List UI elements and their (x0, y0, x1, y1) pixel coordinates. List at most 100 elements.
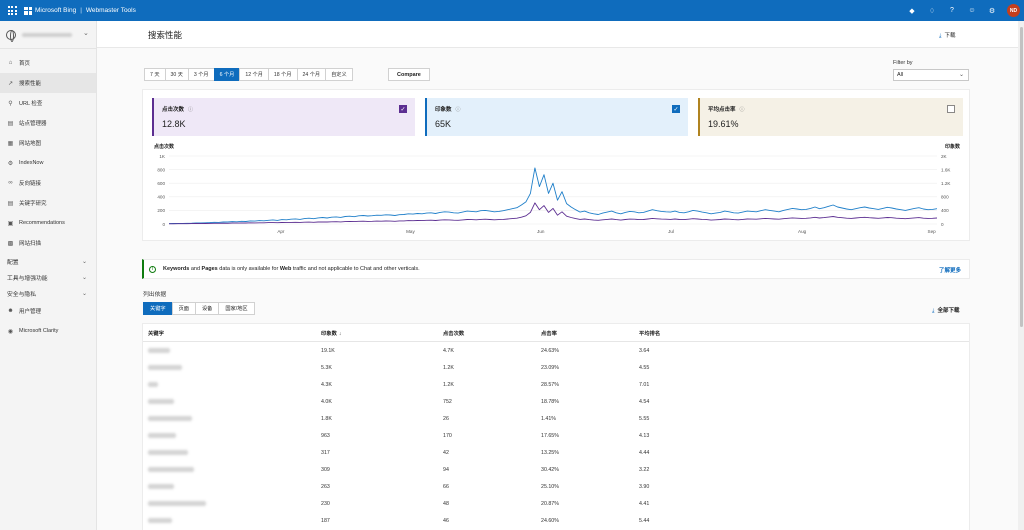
range-12-months[interactable]: 12 个月 (239, 68, 269, 81)
metric-checkbox-ctr[interactable] (947, 105, 955, 113)
cell-ctr: 1.41% (541, 415, 557, 422)
cell-keyword-redacted[interactable] (143, 518, 321, 523)
col-impressions[interactable]: 印象数 ↓ (321, 329, 443, 337)
table-row[interactable]: 230 48 20.87% 4.41 (143, 495, 969, 512)
bell-icon[interactable]: ♢ (928, 7, 936, 15)
info-icon[interactable]: ⓘ (188, 106, 194, 113)
feedback-icon[interactable]: ☺ (968, 7, 976, 14)
cell-keyword-redacted[interactable] (143, 365, 321, 370)
sidebar-item-url-inspection[interactable]: ⚲ URL 检查 (0, 93, 96, 113)
avatar[interactable]: ND (1007, 4, 1020, 17)
filter-dropdown[interactable]: All ⌄ (893, 69, 969, 81)
table-row[interactable]: 263 66 25.10% 3.90 (143, 478, 969, 495)
brand[interactable]: Microsoft Bing | Webmaster Tools (24, 6, 136, 15)
table-row[interactable]: 19.1K 4.7K 24.63% 3.64 (143, 342, 969, 359)
metric-card-ctr[interactable]: 平均点击率 ⓘ 19.61% (698, 98, 963, 136)
tab-keywords[interactable]: 关键字 (143, 302, 173, 315)
sidebar-item-recommendations[interactable]: ▣ Recommendations (0, 213, 96, 233)
sidebar-item-user-management[interactable]: ☻ 用户管理 (0, 301, 96, 321)
table-header: 关键字 印象数 ↓ 点击次数 点击率 平均排名 (143, 324, 969, 342)
cell-keyword-redacted[interactable] (143, 348, 321, 353)
banner-pages: Pages (201, 266, 218, 272)
sidebar-item-home[interactable]: ⌂ 首页 (0, 53, 96, 73)
list-by-label: 列出依据 (143, 292, 167, 298)
learn-more-link[interactable]: 了解更多 (938, 268, 961, 274)
cell-keyword-redacted[interactable] (143, 416, 321, 421)
scrollbar-thumb[interactable] (1019, 27, 1023, 327)
info-icon[interactable]: ⓘ (739, 106, 745, 113)
table-row[interactable]: 1.8K 26 1.41% 5.55 (143, 410, 969, 427)
table-row[interactable]: 309 94 30.42% 3.22 (143, 461, 969, 478)
range-7-days[interactable]: 7 天 (144, 68, 166, 81)
cell-keyword-redacted[interactable] (143, 399, 321, 404)
tab-devices[interactable]: 设备 (194, 302, 220, 315)
banner-keywords: Keywords (163, 266, 190, 272)
range-24-months[interactable]: 24 个月 (296, 68, 327, 81)
sidebar-item-site-scan[interactable]: ▩ 网站扫描 (0, 233, 96, 253)
metric-card-impressions[interactable]: 印象数 ⓘ 65K ✓ (425, 98, 688, 136)
range-30-days[interactable]: 30 天 (164, 68, 189, 81)
download-all-label: 全部下载 (937, 308, 960, 314)
download-icon: ⤓ (939, 33, 942, 39)
cell-keyword-redacted[interactable] (143, 484, 321, 489)
sidebar-group-security[interactable]: 安全与隐私 ⌄ (0, 285, 96, 301)
cell-keyword-redacted[interactable] (143, 467, 321, 472)
settings-icon[interactable]: ⚙ (988, 7, 996, 15)
sidebar-item-keyword-research[interactable]: ▤ 关键字研究 (0, 193, 96, 213)
page-scrollbar[interactable] (1018, 21, 1024, 530)
range-6-months[interactable]: 6 个月 (213, 68, 241, 81)
app-launcher-icon[interactable] (6, 5, 18, 17)
cell-clicks: 4.7K (443, 347, 454, 354)
cell-impressions: 263 (321, 483, 330, 490)
right-tick-label: 2K (941, 154, 948, 159)
sidebar-item-search-performance[interactable]: ↗ 搜索性能 (0, 73, 96, 93)
left-tick-label: 800 (157, 167, 165, 172)
help-icon[interactable]: ? (950, 7, 954, 14)
sort-down-icon: ↓ (338, 330, 342, 337)
range-18-months[interactable]: 18 个月 (267, 68, 298, 81)
cell-ctr: 13.25% (541, 449, 559, 456)
sidebar-item-backlinks[interactable]: ∞ 反向链接 (0, 173, 96, 193)
sidebar-item-site-explorer[interactable]: ▤ 站点管理器 (0, 113, 96, 133)
site-selector[interactable]: ⌄ (0, 21, 96, 49)
table-row[interactable]: 963 170 17.65% 4.13 (143, 427, 969, 444)
sidebar-group-label: 配置 (7, 259, 19, 266)
sidebar-item-clarity[interactable]: ◉ Microsoft Clarity (0, 321, 96, 341)
col-clicks[interactable]: 点击次数 (443, 330, 465, 337)
download-all-button[interactable]: ⤓ 全部下载 (932, 306, 959, 315)
gear-icon: ⚙ (7, 160, 14, 167)
range-custom[interactable]: 自定义 (325, 68, 353, 81)
col-ctr[interactable]: 点击率 (541, 330, 557, 337)
rewards-icon[interactable]: ◆ (909, 7, 915, 15)
cell-keyword-redacted[interactable] (143, 433, 321, 438)
left-tick-label: 400 (157, 195, 165, 200)
col-keyword[interactable]: 关键字 (148, 330, 164, 337)
metric-card-clicks[interactable]: 点击次数 ⓘ 12.8K ✓ (152, 98, 415, 136)
metric-checkbox-clicks[interactable]: ✓ (399, 105, 407, 113)
tab-pages[interactable]: 页面 (171, 302, 196, 315)
download-button[interactable]: ⤓ 下载 (939, 31, 955, 40)
cell-impressions: 317 (321, 449, 330, 456)
right-tick-label: 800 (941, 195, 949, 200)
col-position[interactable]: 平均排名 (639, 330, 661, 337)
info-icon[interactable]: ⓘ (455, 106, 461, 113)
cell-keyword-redacted[interactable] (143, 450, 321, 455)
table-row[interactable]: 5.3K 1.2K 23.09% 4.55 (143, 359, 969, 376)
recommend-icon: ▣ (7, 220, 14, 227)
performance-line-chart: 点击次数 印象数 1K 2K 800 1.6K 600 1.2K 400 800 200 400 0 0 A… (154, 143, 961, 234)
metric-checkbox-impressions[interactable]: ✓ (672, 105, 680, 113)
table-row[interactable]: 4.0K 752 18.78% 4.54 (143, 393, 969, 410)
globe-icon (6, 29, 16, 42)
compare-button[interactable]: Compare (388, 68, 430, 81)
table-row[interactable]: 317 42 13.25% 4.44 (143, 444, 969, 461)
cell-keyword-redacted[interactable] (143, 501, 321, 506)
tab-countries[interactable]: 国家/地区 (218, 302, 255, 315)
sidebar-item-indexnow[interactable]: ⚙ IndexNow (0, 153, 96, 173)
sidebar-group-configuration[interactable]: 配置 ⌄ (0, 253, 96, 269)
sidebar-group-tools[interactable]: 工具与增强功能 ⌄ (0, 269, 96, 285)
cell-keyword-redacted[interactable] (143, 382, 321, 387)
table-row[interactable]: 4.3K 1.2K 28.57% 7.01 (143, 376, 969, 393)
range-3-months[interactable]: 3 个月 (187, 68, 215, 81)
sidebar-item-sitemaps[interactable]: ▦ 网站地图 (0, 133, 96, 153)
table-row[interactable]: 187 46 24.60% 5.44 (143, 512, 969, 529)
